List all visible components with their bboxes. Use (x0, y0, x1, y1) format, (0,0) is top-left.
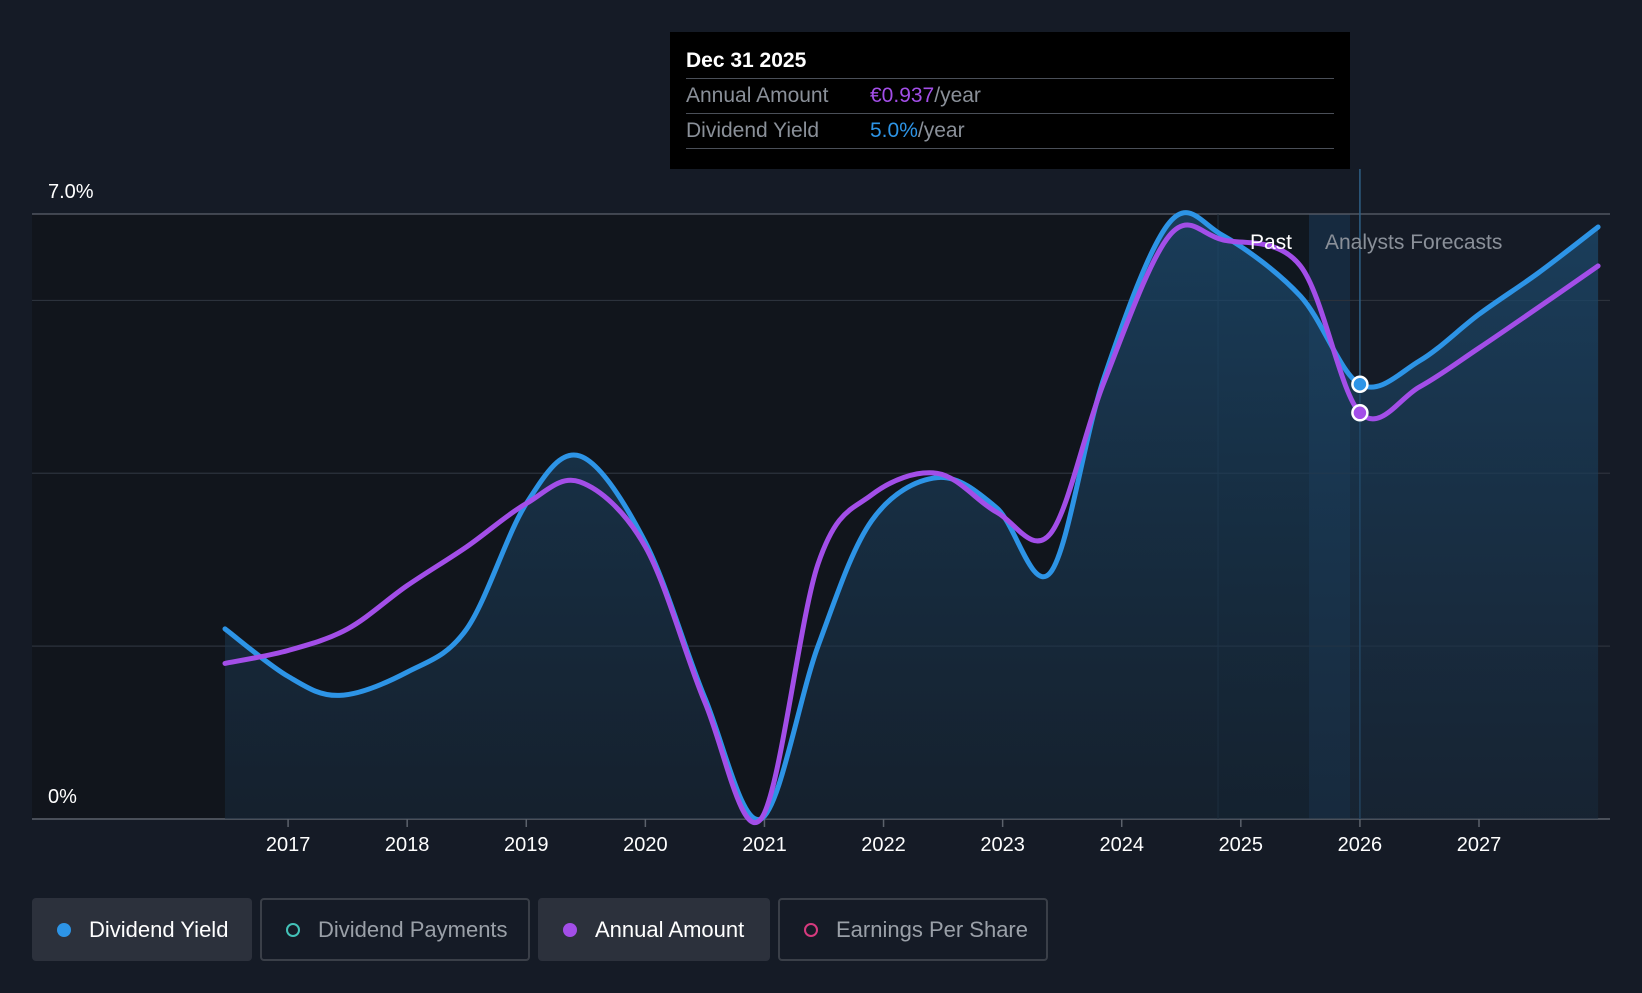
tooltip-annual-amount-value: €0.937 (870, 84, 935, 107)
tooltip-annual-amount-suffix: /year (934, 84, 981, 107)
tooltip-dividend-yield-suffix: /year (917, 119, 965, 142)
tooltip-dividend-yield-label: Dividend Yield (686, 119, 820, 142)
legend-dot-earnings-per-share (804, 922, 818, 937)
x-tick-label: 2020 (623, 834, 668, 856)
x-tick-label: 2019 (504, 834, 549, 856)
x-tick-label: 2027 (1457, 834, 1502, 856)
x-tick-label: 2026 (1338, 834, 1383, 856)
legend-label-annual-amount: Annual Amount (595, 916, 745, 942)
legend-label-dividend-yield: Dividend Yield (89, 916, 229, 942)
legend-annual-amount[interactable]: Annual Amount (538, 898, 770, 961)
forecast-label: Analysts Forecasts (1325, 231, 1502, 254)
series-line-dividend-yield (222, 210, 1601, 822)
legend-dot-annual-amount (563, 922, 577, 937)
x-tick-label: 2023 (980, 834, 1025, 856)
y-tick-label: 7.0% (48, 181, 94, 203)
highlight-point-annual-amount (1351, 404, 1369, 422)
legend-dot-dividend-payments (286, 922, 300, 937)
past-label: Past (1250, 231, 1292, 254)
legend-label-dividend-payments: Dividend Payments (318, 916, 508, 942)
tooltip-dividend-yield: 5.0%/year (870, 114, 965, 148)
legend-earnings-per-share[interactable]: Earnings Per Share (778, 898, 1048, 961)
x-tick-label: 2022 (861, 834, 906, 856)
tooltip-row-dividend-yield: Dividend Yield 5.0%/year (686, 113, 1334, 149)
tooltip: Dec 31 2025 Annual Amount €0.937/year Di… (670, 32, 1350, 169)
x-tick-label: 2021 (742, 834, 787, 856)
series-line-annual-amount (222, 222, 1601, 825)
legend-dividend-yield[interactable]: Dividend Yield (32, 898, 252, 961)
x-tick-label: 2025 (1219, 834, 1264, 856)
legend-label-earnings-per-share: Earnings Per Share (836, 916, 1028, 942)
highlight-point-dividend-yield (1351, 375, 1369, 394)
tooltip-date: Dec 31 2025 (686, 49, 807, 72)
dividend-yield-area (224, 212, 1599, 820)
tooltip-annual-amount: €0.937/year (870, 79, 981, 113)
x-tick-label: 2018 (385, 834, 430, 856)
legend-dividend-payments[interactable]: Dividend Payments (260, 898, 530, 961)
tooltip-dividend-yield-value: 5.0% (870, 119, 918, 142)
tooltip-annual-amount-label: Annual Amount (686, 84, 829, 107)
x-tick-label: 2017 (266, 834, 311, 856)
x-tick-label: 2024 (1099, 834, 1144, 856)
y-tick-label: 0% (48, 786, 77, 808)
legend-dot-dividend-yield (57, 922, 71, 937)
tooltip-row-annual-amount: Annual Amount €0.937/year (686, 78, 1334, 113)
